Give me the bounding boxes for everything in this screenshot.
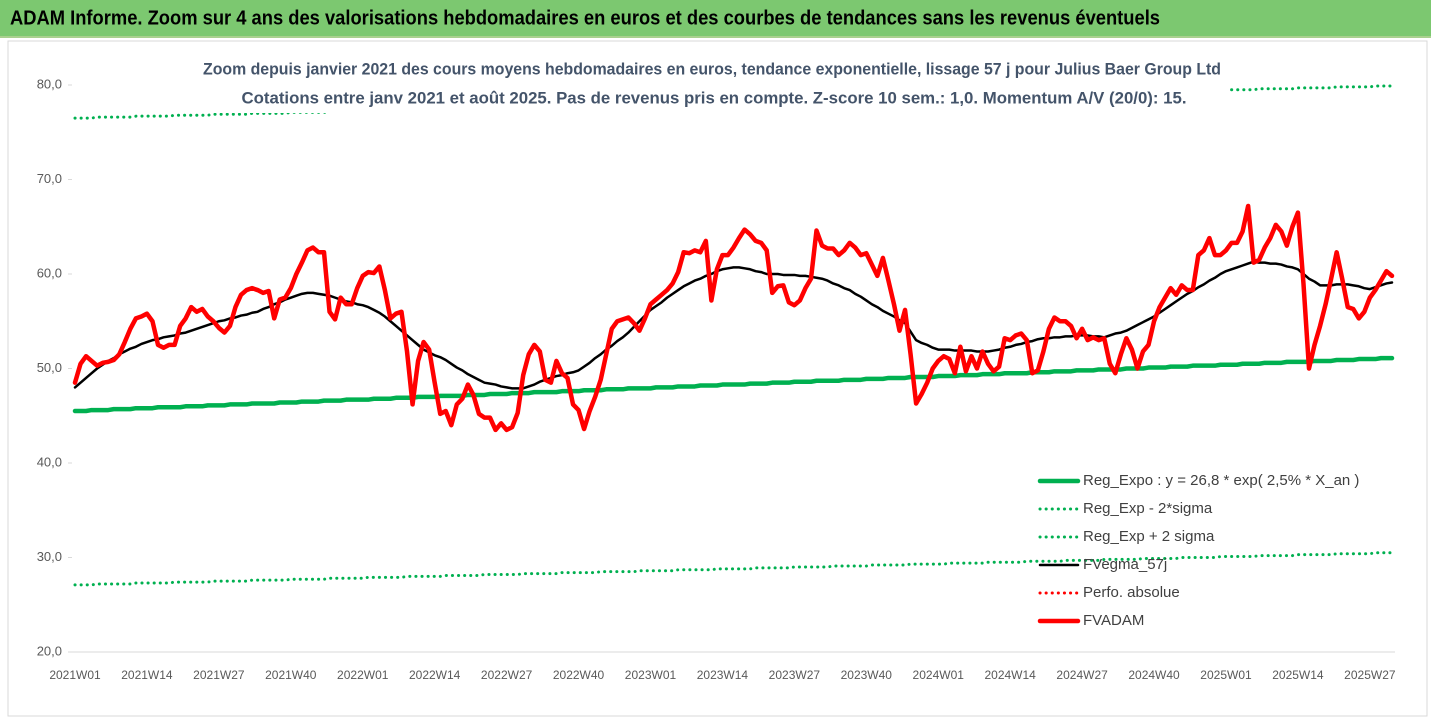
subtitle-background bbox=[198, 55, 1228, 113]
legend-label: Reg_Expo : y = 26,8 * exp( 2,5% * X_an ) bbox=[1083, 472, 1359, 489]
legend-label: Reg_Exp - 2*sigma bbox=[1083, 500, 1213, 517]
x-tick-label: 2024W40 bbox=[1128, 668, 1180, 682]
series-line bbox=[72, 203, 1395, 433]
x-tick-label: 2024W01 bbox=[913, 668, 965, 682]
chart-frame bbox=[7, 40, 1428, 717]
x-tick-label: 2022W01 bbox=[337, 668, 389, 682]
legend-label: Reg_Exp + 2 sigma bbox=[1083, 528, 1215, 545]
x-tick-label: 2025W01 bbox=[1200, 668, 1252, 682]
x-tick-label: 2021W40 bbox=[265, 668, 317, 682]
legend-label: Perfo. absolue bbox=[1083, 584, 1180, 601]
chart-title: ADAM Informe. Zoom sur 4 ans des valoris… bbox=[10, 7, 1160, 29]
y-tick-label: 80,0 bbox=[37, 76, 62, 91]
y-tick-label: 70,0 bbox=[37, 171, 62, 186]
subtitle-box: Zoom depuis janvier 2021 des cours moyen… bbox=[198, 55, 1228, 113]
x-tick-label: 2022W40 bbox=[553, 668, 605, 682]
x-tick-label: 2024W14 bbox=[984, 668, 1036, 682]
plot-area: 20,0 30,0 40,0 50,0 60,0 70,0 80,0 2021W01 2021W… bbox=[37, 76, 1396, 682]
x-tick-label: 2021W14 bbox=[121, 668, 173, 682]
header-bar bbox=[0, 0, 1431, 36]
x-tick-label: 2021W27 bbox=[193, 668, 245, 682]
y-tick-label: 60,0 bbox=[37, 265, 62, 280]
legend: Reg_Expo : y = 26,8 * exp( 2,5% * X_an )… bbox=[1037, 472, 1359, 629]
x-tick-label: 2023W01 bbox=[625, 668, 677, 682]
series-line bbox=[72, 355, 1395, 414]
x-tick-label: 2022W14 bbox=[409, 668, 461, 682]
x-tick-label: 2022W27 bbox=[481, 668, 533, 682]
subtitle-line: Zoom depuis janvier 2021 des cours moyen… bbox=[203, 59, 1221, 78]
series-line bbox=[73, 551, 1394, 587]
x-tick-label: 2023W14 bbox=[697, 668, 749, 682]
y-tick-label: 50,0 bbox=[37, 360, 62, 375]
legend-label: FVADAM bbox=[1083, 612, 1144, 629]
x-tick-label: 2025W14 bbox=[1272, 668, 1324, 682]
y-tick-label: 40,0 bbox=[37, 454, 62, 469]
x-tick-label: 2025W27 bbox=[1344, 668, 1396, 682]
y-tick-label: 30,0 bbox=[37, 549, 62, 564]
subtitle-line: Cotations entre janv 2021 et août 2025. … bbox=[242, 88, 1187, 107]
x-tick-label: 2021W01 bbox=[49, 668, 101, 682]
x-tick-label: 2023W40 bbox=[841, 668, 893, 682]
legend-label: FVegma_57j bbox=[1083, 556, 1167, 573]
x-tick-label: 2024W27 bbox=[1056, 668, 1108, 682]
y-tick-label: 20,0 bbox=[37, 643, 62, 658]
x-tick-label: 2023W27 bbox=[769, 668, 821, 682]
series-line bbox=[73, 260, 1394, 390]
